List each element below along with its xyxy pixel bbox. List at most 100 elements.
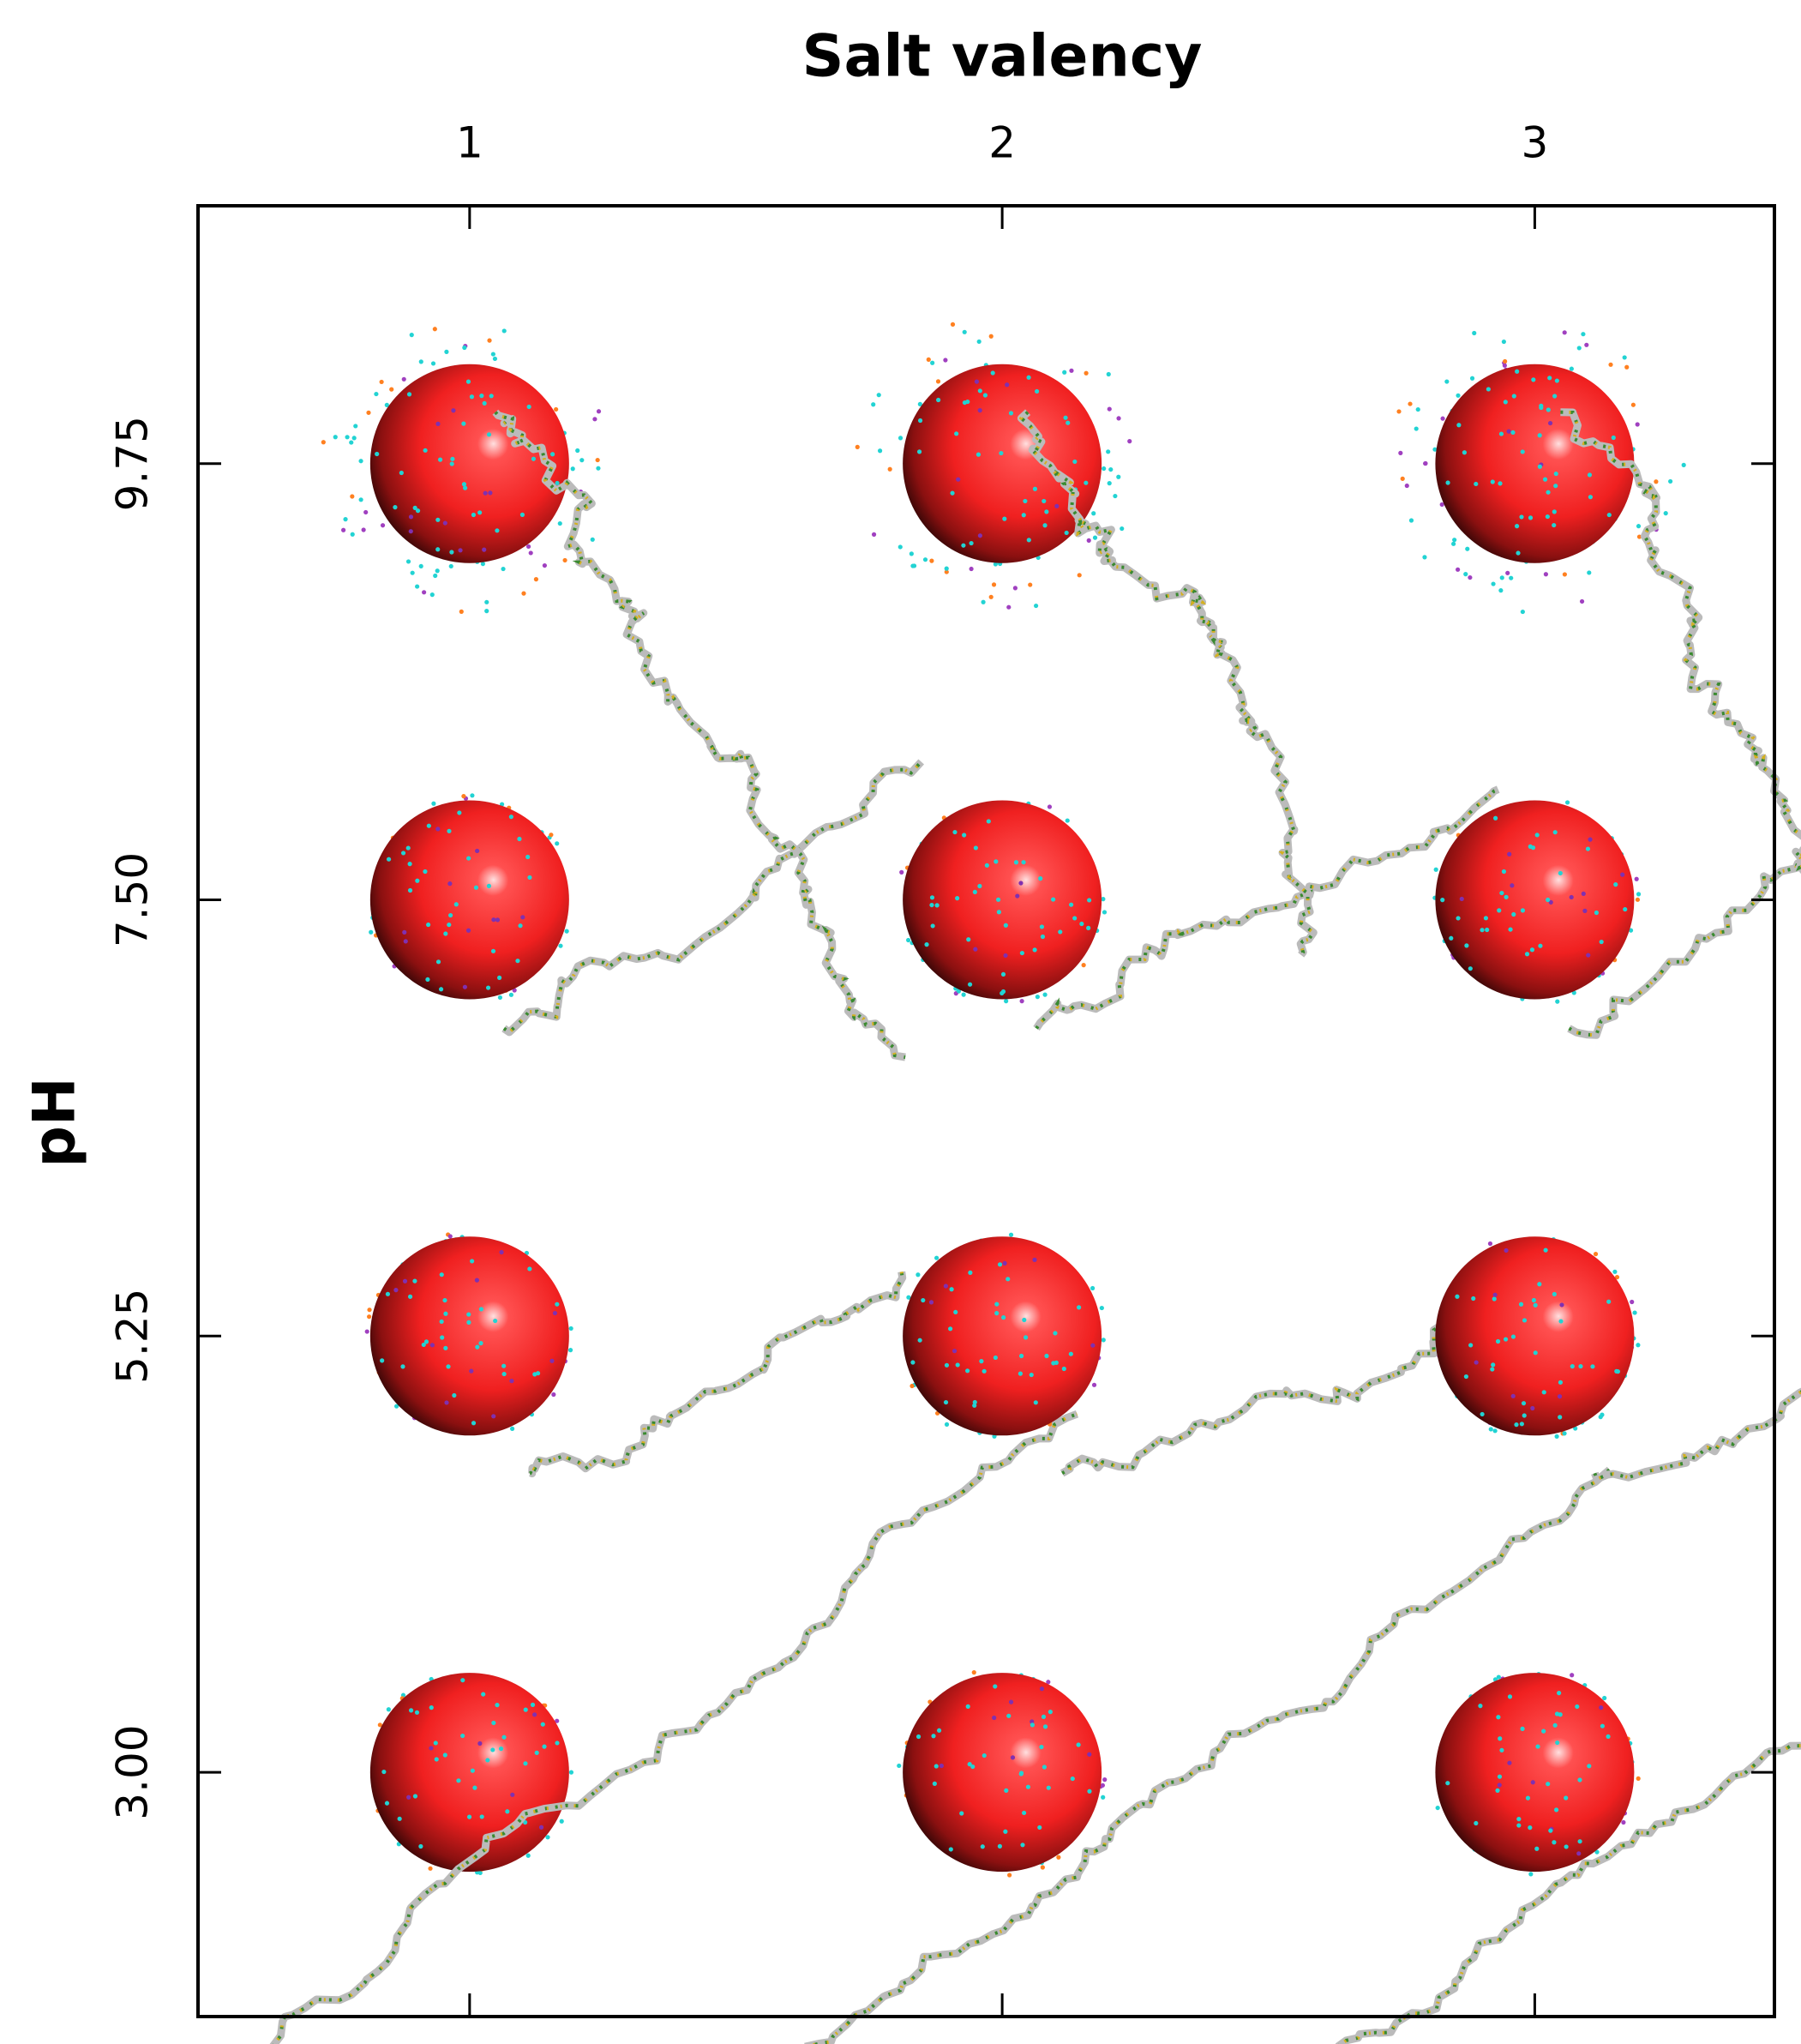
ion (366, 410, 371, 415)
ion (442, 1297, 447, 1303)
ion (484, 609, 489, 614)
ion (425, 977, 430, 983)
ion (499, 802, 505, 807)
ion (1545, 514, 1550, 520)
ion (1021, 860, 1026, 865)
ion (943, 358, 948, 363)
ion (1514, 1422, 1519, 1428)
ion (1039, 1744, 1044, 1750)
colloid (369, 1236, 569, 1436)
ion (1415, 406, 1420, 412)
ion (1008, 1699, 1014, 1704)
ion (1519, 1422, 1524, 1427)
snapshot (269, 1410, 1079, 2044)
ion (1663, 511, 1668, 516)
polymer-chain (1033, 785, 1500, 1031)
ion (350, 494, 355, 499)
ion (489, 394, 494, 399)
ion (1079, 921, 1084, 927)
ion (526, 404, 531, 410)
ion (535, 1371, 541, 1376)
ion (377, 1722, 382, 1728)
ion (1018, 1771, 1024, 1776)
ion (478, 1307, 484, 1312)
ion (433, 1740, 438, 1746)
ion (972, 1403, 977, 1408)
ion (1100, 1782, 1106, 1788)
ion (1008, 411, 1014, 416)
ion (965, 1704, 970, 1709)
ion (1530, 1405, 1535, 1411)
ion (510, 1426, 515, 1431)
ion (1668, 478, 1673, 484)
ion (952, 1349, 958, 1354)
ion (418, 563, 423, 569)
ion (910, 1360, 916, 1365)
ion (534, 1750, 539, 1755)
ion (1107, 406, 1112, 412)
ion (990, 370, 995, 376)
ion (977, 533, 982, 538)
ion (393, 505, 398, 510)
ion (1530, 1780, 1535, 1785)
ion (399, 470, 404, 476)
ion (443, 1345, 448, 1350)
ion (1054, 503, 1060, 508)
ion (472, 1785, 477, 1790)
ion (435, 568, 440, 574)
ion (1064, 530, 1069, 536)
ion (1564, 1795, 1569, 1801)
colloid (369, 364, 569, 563)
ion (1465, 546, 1470, 551)
ion (1053, 1331, 1058, 1336)
ion (1018, 1371, 1024, 1376)
ion (393, 1288, 399, 1293)
ion (981, 599, 986, 604)
ion (1422, 555, 1427, 560)
ion (1033, 603, 1039, 609)
ion (977, 883, 982, 889)
ion (321, 440, 326, 445)
ion (1065, 818, 1070, 823)
ion (956, 477, 961, 482)
ion (538, 1825, 544, 1830)
ion (929, 558, 934, 563)
ion (1490, 479, 1495, 484)
polymer-chain (502, 760, 923, 1035)
ion (555, 1302, 560, 1307)
ion (475, 848, 480, 854)
ion (551, 1392, 556, 1398)
ion (1003, 953, 1008, 959)
ion (1553, 1807, 1559, 1813)
ion (934, 1255, 940, 1260)
ion (1558, 1380, 1564, 1385)
ion (458, 548, 463, 553)
ion (1002, 1260, 1007, 1265)
ion (1570, 1364, 1575, 1369)
ion (380, 523, 386, 528)
ion (1511, 394, 1516, 399)
ion (1039, 1686, 1045, 1692)
ion (367, 1308, 372, 1313)
y-tick-label: 7.50 (108, 852, 158, 947)
ion (480, 562, 485, 567)
ion (364, 1329, 369, 1334)
ion (1498, 588, 1504, 593)
ion (897, 436, 904, 441)
ion (1010, 1755, 1016, 1760)
y-tick-label: 9.75 (108, 416, 158, 511)
ion (1562, 330, 1567, 335)
ion (1533, 1302, 1538, 1308)
ion (366, 1314, 372, 1320)
ion (361, 527, 366, 532)
ion (1636, 534, 1642, 539)
ion (1594, 910, 1600, 916)
ion (385, 1291, 391, 1296)
ion (412, 1278, 417, 1284)
ion (1445, 480, 1450, 485)
ion (1007, 1873, 1012, 1878)
ion (418, 1843, 423, 1849)
ion (453, 902, 459, 907)
ion (1004, 999, 1009, 1004)
